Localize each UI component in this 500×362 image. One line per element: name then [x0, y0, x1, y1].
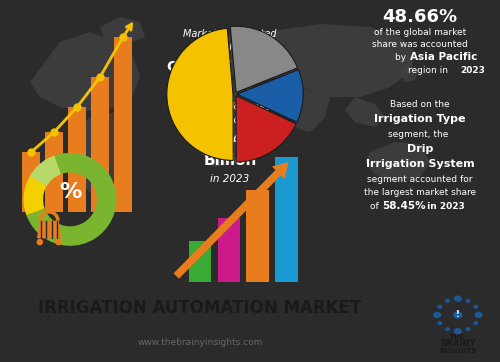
Circle shape: [445, 327, 450, 331]
Circle shape: [454, 328, 462, 334]
Circle shape: [473, 321, 478, 325]
Polygon shape: [185, 77, 265, 167]
Circle shape: [36, 239, 43, 245]
Text: Asia Pacific: Asia Pacific: [410, 52, 478, 62]
Text: Drip: Drip: [407, 144, 433, 154]
Text: 58.45%: 58.45%: [382, 201, 426, 211]
Text: 48.66%: 48.66%: [382, 8, 458, 26]
Text: segment accounted for: segment accounted for: [367, 175, 473, 184]
Bar: [114, 37, 132, 212]
Text: Billion: Billion: [204, 153, 256, 168]
Wedge shape: [236, 96, 296, 162]
Wedge shape: [26, 153, 117, 246]
Circle shape: [473, 305, 478, 309]
Text: region in: region in: [408, 66, 451, 75]
Text: BRAINY: BRAINY: [440, 340, 476, 348]
Text: valued at: valued at: [207, 115, 253, 125]
Wedge shape: [167, 28, 233, 160]
Wedge shape: [230, 26, 298, 92]
Bar: [68, 107, 86, 212]
Text: Market is expected: Market is expected: [183, 29, 277, 39]
Text: INSIGHTS: INSIGHTS: [439, 348, 476, 354]
Text: Based on the: Based on the: [390, 100, 450, 109]
Circle shape: [55, 239, 62, 245]
Wedge shape: [30, 156, 61, 186]
Text: in 2023: in 2023: [424, 202, 465, 211]
Polygon shape: [345, 97, 385, 127]
Text: the largest market share: the largest market share: [364, 188, 476, 197]
Bar: [22, 152, 40, 212]
Text: by: by: [395, 52, 409, 62]
Polygon shape: [255, 24, 415, 97]
Bar: [218, 218, 240, 282]
Polygon shape: [37, 221, 61, 238]
Bar: [91, 77, 109, 212]
Text: 2023: 2023: [460, 66, 485, 75]
Bar: [246, 190, 269, 282]
Circle shape: [433, 312, 441, 318]
Polygon shape: [30, 32, 140, 112]
Polygon shape: [195, 34, 260, 77]
Circle shape: [466, 299, 470, 303]
Circle shape: [466, 327, 470, 331]
Wedge shape: [237, 70, 303, 122]
Text: segment, the: segment, the: [388, 130, 452, 139]
Polygon shape: [288, 87, 330, 132]
Circle shape: [474, 312, 482, 318]
FancyArrow shape: [174, 162, 289, 279]
Text: Irrigation System: Irrigation System: [366, 159, 474, 169]
Text: Irrigation Type: Irrigation Type: [374, 114, 466, 124]
Wedge shape: [24, 156, 61, 215]
Polygon shape: [70, 112, 130, 192]
Circle shape: [454, 295, 462, 302]
Polygon shape: [400, 64, 418, 82]
Bar: [275, 157, 297, 282]
Text: CAGR of 19.06%: CAGR of 19.06%: [167, 60, 293, 74]
Text: IRRIGATION AUTOMATION MARKET: IRRIGATION AUTOMATION MARKET: [38, 299, 362, 317]
Text: of: of: [370, 202, 382, 211]
Text: www.thebrainyinsights.com: www.thebrainyinsights.com: [138, 338, 262, 346]
Text: %: %: [59, 182, 81, 202]
Text: in 2023: in 2023: [210, 174, 250, 184]
Text: share was accounted: share was accounted: [372, 39, 468, 49]
Text: USD 4.73: USD 4.73: [190, 132, 270, 147]
Text: The market was: The market was: [191, 102, 269, 112]
Circle shape: [445, 299, 450, 303]
Circle shape: [453, 311, 462, 319]
Circle shape: [438, 321, 442, 325]
Text: to register a: to register a: [200, 42, 260, 52]
Text: THE: THE: [450, 334, 466, 340]
Text: !: !: [456, 310, 460, 319]
Text: of the global market: of the global market: [374, 28, 466, 37]
Polygon shape: [100, 17, 145, 44]
Polygon shape: [365, 142, 430, 182]
Circle shape: [438, 305, 442, 309]
Bar: [45, 132, 63, 212]
Bar: [189, 240, 211, 282]
